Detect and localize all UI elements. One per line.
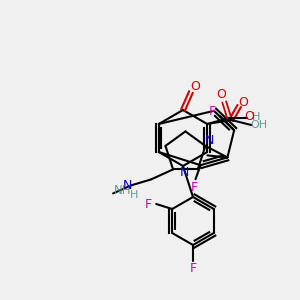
Text: F: F [208, 105, 216, 118]
Text: N: N [205, 134, 214, 147]
Text: N: N [179, 166, 189, 178]
Text: O: O [244, 110, 254, 124]
Text: O: O [216, 88, 226, 101]
Text: O: O [238, 95, 248, 109]
Text: OH: OH [251, 120, 268, 130]
Text: F: F [145, 197, 152, 211]
Text: O: O [190, 80, 200, 94]
Text: N: N [122, 179, 132, 192]
Text: NH: NH [114, 184, 132, 197]
Text: H: H [130, 190, 138, 200]
Text: F: F [191, 181, 198, 194]
Text: F: F [189, 262, 197, 275]
Text: H: H [252, 112, 260, 122]
